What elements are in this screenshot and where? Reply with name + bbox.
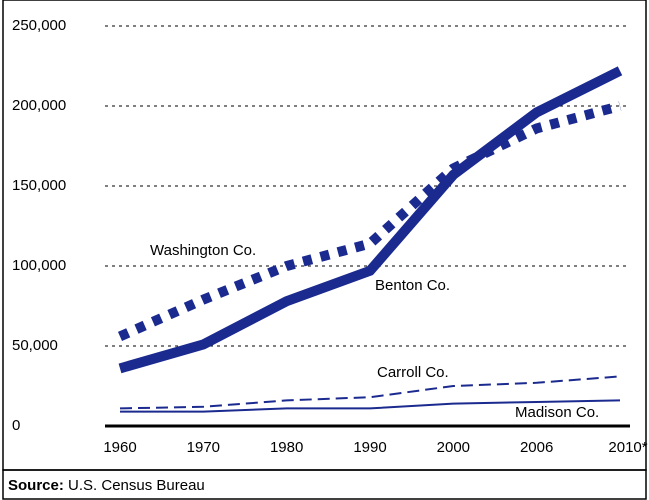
x-tick-label: 1960 bbox=[103, 439, 136, 456]
series-line bbox=[119, 375, 621, 410]
series-label: Carroll Co. bbox=[377, 364, 449, 381]
y-tick-label: 250,000 bbox=[12, 17, 66, 34]
series-label: Madison Co. bbox=[515, 404, 599, 421]
series-label: Benton Co. bbox=[375, 277, 450, 294]
x-tick-label: 2000 bbox=[437, 439, 470, 456]
y-tick-label: 50,000 bbox=[12, 337, 58, 354]
x-tick-label: 1990 bbox=[353, 439, 386, 456]
x-tick-label: 2010* bbox=[608, 439, 647, 456]
series-label: Washington Co. bbox=[150, 242, 256, 259]
source-frame bbox=[2, 469, 647, 500]
source-label: Source: bbox=[8, 477, 64, 494]
source-text: U.S. Census Bureau bbox=[68, 477, 205, 494]
x-tick-label: 1980 bbox=[270, 439, 303, 456]
y-tick-label: 0 bbox=[12, 417, 20, 434]
y-tick-label: 100,000 bbox=[12, 257, 66, 274]
series-line bbox=[120, 399, 621, 413]
x-tick-label: 1970 bbox=[187, 439, 220, 456]
y-tick-label: 200,000 bbox=[12, 97, 66, 114]
source: Source: U.S. Census Bureau bbox=[8, 477, 205, 494]
y-tick-label: 150,000 bbox=[12, 177, 66, 194]
x-tick-label: 2006 bbox=[520, 439, 553, 456]
series-line bbox=[118, 66, 623, 374]
series-line bbox=[117, 101, 622, 341]
